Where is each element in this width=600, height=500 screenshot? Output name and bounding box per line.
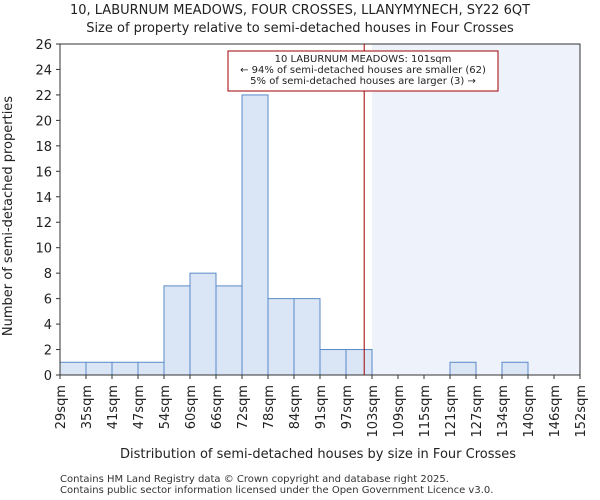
bar-41sqm	[111, 361, 139, 376]
bar-47sqm	[137, 361, 165, 376]
footer-copyright: Contains HM Land Registry data © Crown c…	[60, 474, 449, 485]
y-tick-label: 8	[44, 267, 52, 282]
x-tick-label: 97sqm	[340, 385, 355, 429]
x-tick-label: 60sqm	[184, 385, 199, 429]
y-tick-label: 6	[44, 293, 52, 308]
x-tick-label: 103sqm	[366, 385, 381, 438]
x-axis-label: Distribution of semi-detached houses by …	[120, 447, 516, 462]
y-tick-label: 10	[35, 242, 52, 257]
annotation-line-3: 5% of semi-detached houses are larger (3…	[250, 76, 476, 87]
bar-121sqm	[449, 361, 477, 376]
x-tick-label: 47sqm	[132, 385, 147, 429]
x-tick-label: 134sqm	[496, 385, 511, 438]
bar-134sqm	[501, 361, 529, 376]
y-tick-label: 2	[44, 344, 52, 359]
y-tick-label: 22	[35, 89, 52, 104]
y-tick-label: 24	[35, 63, 52, 78]
y-tick-label: 20	[35, 114, 52, 129]
x-tick-label: 29sqm	[54, 385, 69, 429]
x-tick-label: 127sqm	[470, 385, 485, 438]
chart-title: 10, LABURNUM MEADOWS, FOUR CROSSES, LLAN…	[70, 3, 530, 18]
bar-60sqm	[189, 272, 217, 376]
bar-84sqm	[293, 298, 321, 376]
x-tick-label: 78sqm	[262, 385, 277, 429]
x-tick-label: 72sqm	[236, 385, 251, 429]
x-tick-label: 35sqm	[80, 385, 95, 429]
annotation-line-1: 10 LABURNUM MEADOWS: 101sqm	[275, 54, 452, 65]
x-tick-label: 84sqm	[288, 385, 303, 429]
bar-97sqm	[345, 349, 373, 376]
bar-29sqm	[59, 361, 87, 376]
y-tick-label: 12	[35, 216, 52, 231]
highlight-region	[372, 44, 580, 375]
chart-subtitle: Size of property relative to semi-detach…	[86, 21, 514, 36]
annotation-line-2: ← 94% of semi-detached houses are smalle…	[240, 65, 486, 76]
bar-91sqm	[319, 349, 347, 376]
x-tick-label: 41sqm	[106, 385, 121, 429]
plot-frame	[59, 43, 581, 376]
x-tick-label: 91sqm	[314, 385, 329, 429]
footer-license: Contains public sector information licen…	[60, 485, 494, 496]
x-tick-label: 115sqm	[418, 385, 433, 438]
x-axis-ticks: 29sqm 35sqm 41sqm 47sqm 54sqm 60sqm 66sqm 72sqm…	[54, 375, 589, 438]
x-tick-label: 66sqm	[210, 385, 225, 429]
bar-54sqm	[163, 285, 191, 376]
bar-66sqm	[215, 285, 243, 376]
bar-series	[59, 94, 529, 376]
x-tick-label: 121sqm	[444, 385, 459, 438]
y-tick-label: 16	[35, 165, 52, 180]
y-axis-label: Number of semi-detached properties	[1, 96, 16, 336]
bar-78sqm	[267, 298, 295, 376]
y-tick-label: 4	[44, 318, 52, 333]
y-tick-label: 14	[35, 191, 52, 206]
x-tick-label: 109sqm	[392, 385, 407, 438]
annotation-box: 10 LABURNUM MEADOWS: 101sqm ← 94% of sem…	[227, 50, 499, 92]
y-tick-label: 26	[35, 38, 52, 53]
bar-72sqm	[241, 94, 269, 376]
x-tick-label: 152sqm	[574, 385, 589, 438]
x-tick-label: 146sqm	[548, 385, 563, 438]
y-tick-label: 0	[44, 369, 52, 384]
annotation-frame	[227, 50, 499, 92]
x-tick-label: 140sqm	[522, 385, 537, 438]
bar-35sqm	[85, 361, 113, 376]
x-tick-label: 54sqm	[158, 385, 173, 429]
y-tick-label: 18	[35, 140, 52, 155]
